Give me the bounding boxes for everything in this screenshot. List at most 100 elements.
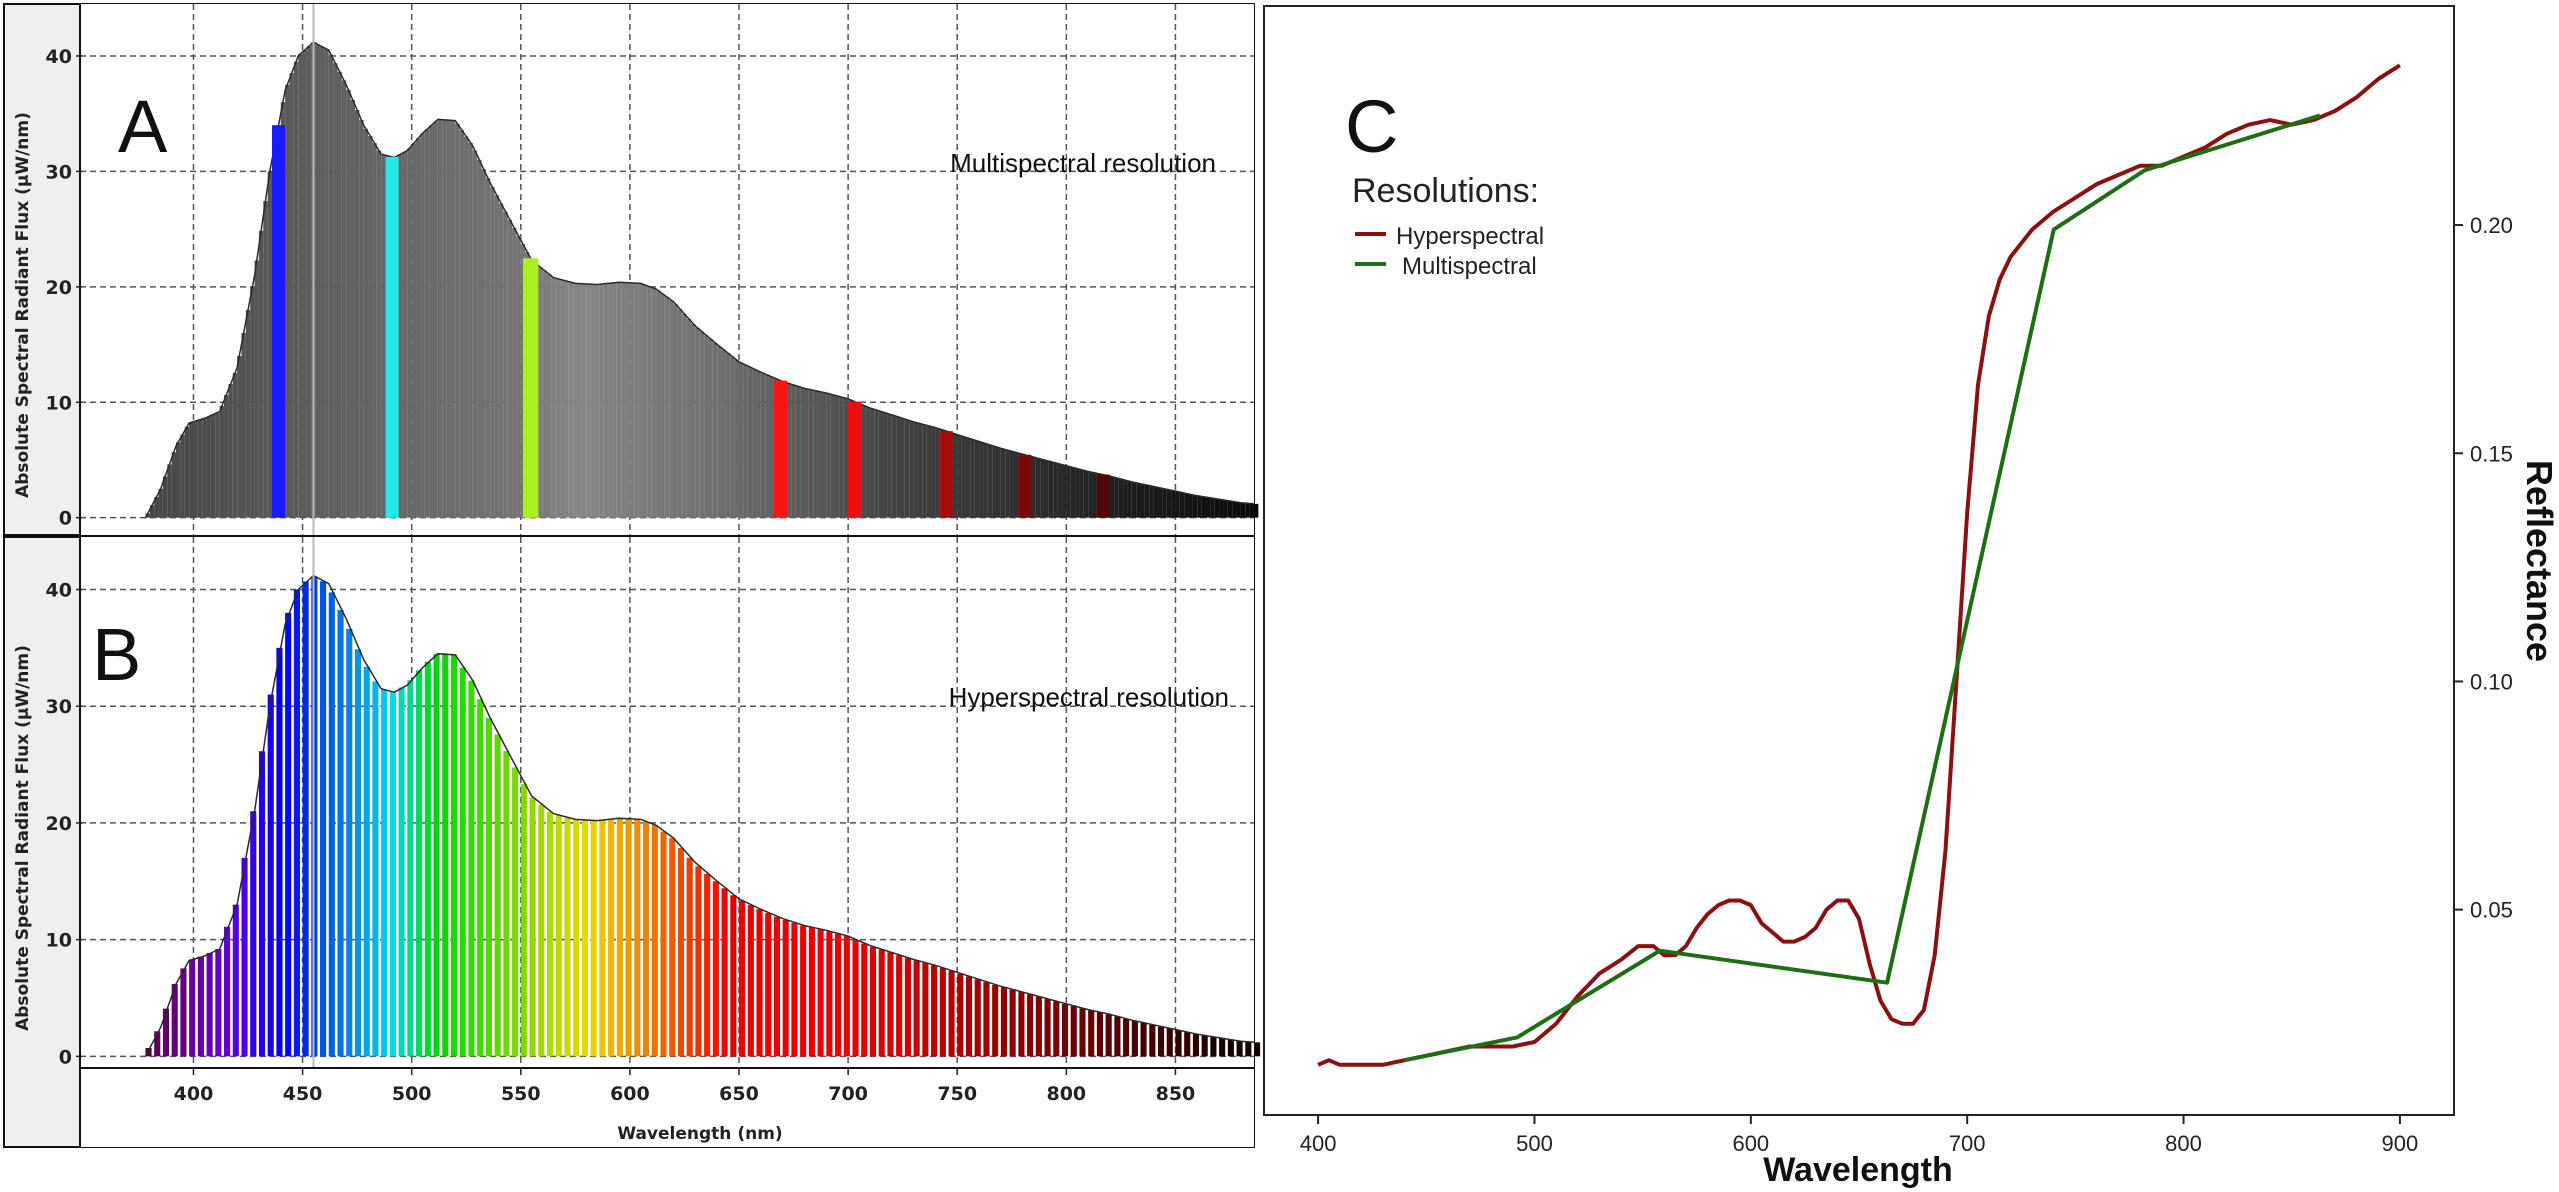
spectrum-bar (306, 46, 312, 518)
spectrum-bar (520, 783, 527, 1057)
spectrum-bar (228, 384, 233, 518)
spectrum-bar (285, 84, 290, 518)
spectrum-bar (564, 281, 569, 518)
spectrum-bar (869, 408, 875, 518)
panel-b-spectrum (144, 537, 1261, 1068)
spectrum-bar (154, 497, 159, 518)
spectrum-bar (337, 71, 342, 518)
spectrum-bar (503, 751, 510, 1057)
spectrum-bar (1219, 1038, 1226, 1057)
spectrum-bar (896, 417, 901, 518)
y-tick-label-0: 0 (59, 508, 72, 530)
spectrum-bar (948, 970, 955, 1057)
spectrum-bar (586, 284, 591, 518)
spectrum-bar (258, 230, 264, 518)
spectrum-bar (830, 394, 836, 518)
spectrum-bar (669, 300, 674, 518)
spectrum-bar (1123, 480, 1128, 518)
spectrum-bar (804, 388, 809, 518)
x-tick-label-700: 700 (828, 1083, 868, 1105)
spectrum-bar (913, 422, 918, 518)
panel-c-label: C (1345, 85, 1398, 168)
spectrum-bar (1127, 481, 1132, 518)
spectrum-bar (677, 309, 683, 518)
spectrum-bar (498, 203, 504, 518)
spectrum-bar (149, 505, 155, 518)
spectrum-bar (813, 390, 818, 518)
panel-c-y-label: Reflectance (2519, 460, 2559, 662)
x-tick-label-400: 400 (174, 1083, 214, 1105)
spectrum-bar (721, 888, 728, 1057)
spectrum-bar (1179, 492, 1185, 518)
spectrum-bar (979, 442, 984, 518)
spectrum-bar (320, 46, 325, 518)
c-y-tick-label-0: 0.05 (2470, 898, 2513, 923)
panel-b-x-label: Wavelength (nm) (617, 1124, 782, 1144)
spectrum-outline (144, 574, 1255, 1057)
spectrum-bar (424, 129, 430, 518)
spectrum-bar (917, 423, 923, 518)
y-tick-label-0: 0 (59, 1046, 72, 1068)
panel-a-spectrum (144, 4, 1259, 535)
spectrum-bar (267, 694, 274, 1057)
spectrum-bar (983, 982, 990, 1057)
panel-c-frame (1263, 5, 2455, 1116)
spectrum-bar (808, 389, 814, 518)
spectrum-bar (398, 687, 405, 1057)
spectrum-bar (800, 387, 805, 518)
spectrum-bar (983, 443, 988, 518)
spectrum-bar (765, 375, 770, 518)
spectrum-bar (219, 406, 225, 518)
x-tick-label-650: 650 (719, 1083, 759, 1105)
spectrum-bar (1035, 996, 1042, 1057)
spectrum-bar (664, 297, 670, 518)
spectrum-bar (407, 148, 412, 518)
spectrum-bar (1131, 1021, 1138, 1057)
spectrum-bar (878, 411, 884, 518)
panel-a-y-ticks: 0 10 20 30 40 (46, 46, 82, 530)
spectrum-bar (171, 983, 178, 1057)
spectrum-bar (909, 421, 914, 518)
c-x-tick-label-800: 800 (2165, 1131, 2202, 1156)
spectrum-bar (1079, 469, 1084, 518)
spectrum-bar (1027, 994, 1034, 1057)
spectrum-bar (1088, 1010, 1095, 1057)
y-tick-label-30: 30 (46, 696, 72, 718)
spectrum-bar (712, 342, 718, 518)
panel-b-annotation: Hyperspectral resolution (949, 682, 1229, 712)
spectrum-bar (996, 447, 1001, 518)
spectrum-bar (337, 609, 344, 1057)
spectrum-bar (346, 89, 351, 518)
spectrum-bar (433, 121, 438, 518)
spectrum-bar (293, 61, 299, 518)
spectrum-bar (1035, 458, 1041, 518)
spectrum-bar (350, 99, 355, 518)
spectrum-bar (791, 922, 798, 1057)
spectrum-bar (224, 926, 231, 1057)
spectrum-bar (699, 331, 705, 518)
spectrum-bar (965, 438, 971, 518)
spectrum-bar (1236, 1041, 1243, 1057)
spectrum-bar (913, 960, 920, 1057)
spectrum-bar (581, 820, 589, 1057)
spectrum-bar (634, 819, 641, 1057)
spectrum-bar (603, 283, 609, 518)
spectrum-bar (965, 976, 973, 1057)
spectrum-bar (320, 581, 327, 1057)
spectrum-bar (1157, 1026, 1165, 1057)
spectrum-bar (429, 125, 434, 518)
spectrum-bar (1201, 1035, 1208, 1057)
x-tick-label-600: 600 (610, 1083, 650, 1105)
spectrum-bar (874, 410, 879, 518)
spectrum-bar (782, 920, 789, 1057)
spectrum-bar (1219, 499, 1224, 518)
spectrum-bar (839, 397, 844, 518)
x-tick-label-450: 450 (283, 1083, 323, 1105)
spectrum-bar (612, 282, 617, 518)
spectrum-bar (1201, 496, 1206, 518)
spectrum-bar (891, 415, 897, 518)
spectrum-bar (590, 820, 597, 1057)
panel-b-label: B (92, 613, 141, 696)
spectrum-bar (197, 419, 203, 518)
x-tick-label-800: 800 (1046, 1083, 1086, 1105)
